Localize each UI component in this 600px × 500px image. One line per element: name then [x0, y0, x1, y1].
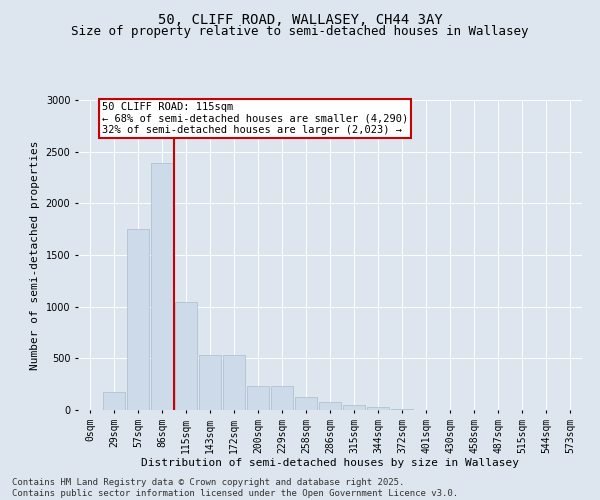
Bar: [343, 405, 365, 410]
Bar: [151, 163, 173, 410]
Bar: [103, 392, 125, 410]
Text: Size of property relative to semi-detached houses in Wallasey: Size of property relative to semi-detach…: [71, 25, 529, 38]
Text: Contains HM Land Registry data © Crown copyright and database right 2025.
Contai: Contains HM Land Registry data © Crown c…: [12, 478, 458, 498]
Bar: [319, 402, 341, 410]
X-axis label: Distribution of semi-detached houses by size in Wallasey: Distribution of semi-detached houses by …: [141, 458, 519, 468]
Text: 50 CLIFF ROAD: 115sqm
← 68% of semi-detached houses are smaller (4,290)
32% of s: 50 CLIFF ROAD: 115sqm ← 68% of semi-deta…: [102, 102, 408, 136]
Bar: [223, 355, 245, 410]
Bar: [367, 408, 389, 410]
Y-axis label: Number of semi-detached properties: Number of semi-detached properties: [30, 140, 40, 370]
Bar: [199, 355, 221, 410]
Bar: [127, 229, 149, 410]
Bar: [247, 386, 269, 410]
Text: 50, CLIFF ROAD, WALLASEY, CH44 3AY: 50, CLIFF ROAD, WALLASEY, CH44 3AY: [158, 12, 442, 26]
Bar: [295, 396, 317, 410]
Bar: [391, 409, 413, 410]
Bar: [175, 302, 197, 410]
Bar: [271, 386, 293, 410]
